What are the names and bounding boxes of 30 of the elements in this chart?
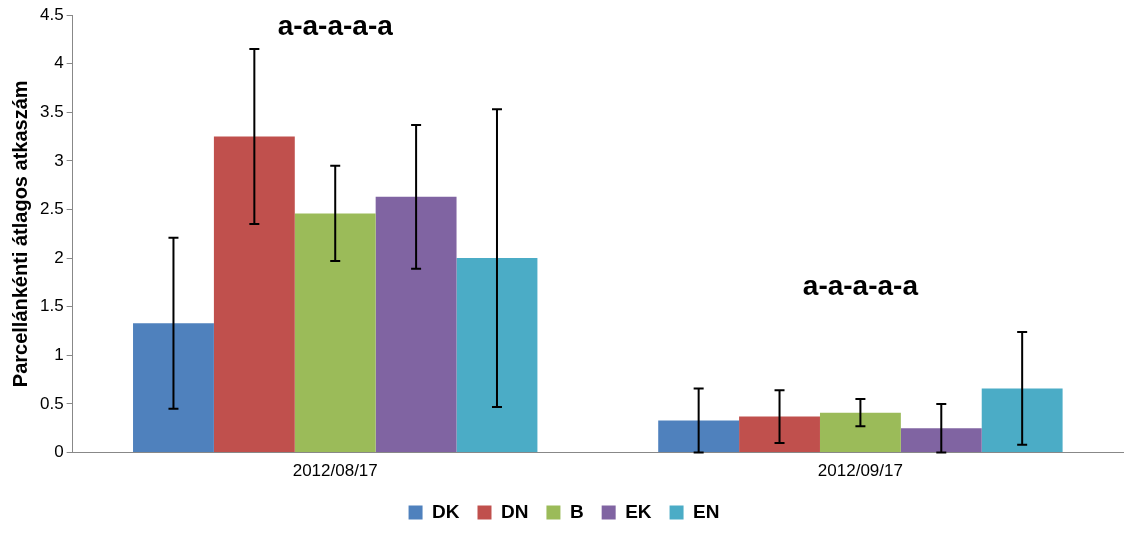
legend-label: EN <box>693 500 720 522</box>
y-tick-label: 3 <box>54 150 64 170</box>
bar <box>375 196 457 453</box>
annotation: a-a-a-a-a <box>277 9 394 41</box>
bar <box>658 420 740 453</box>
y-tick-label: 2.5 <box>39 199 64 219</box>
legend-label: B <box>569 500 584 522</box>
bar <box>456 258 538 453</box>
y-tick-label: 4 <box>54 53 64 73</box>
bar <box>739 416 820 453</box>
y-tick-label: 3.5 <box>39 101 64 121</box>
legend-label: DN <box>501 500 529 522</box>
bar <box>213 136 295 453</box>
bar <box>294 213 376 453</box>
y-tick-label: 1.5 <box>39 296 64 316</box>
y-tick-label: 2 <box>54 247 64 267</box>
y-tick-label: 0.5 <box>39 393 64 413</box>
bar <box>133 323 214 453</box>
y-tick-label: 4.5 <box>39 4 64 24</box>
legend-label: DK <box>432 500 460 522</box>
y-tick-label: 1 <box>54 345 64 365</box>
bar <box>819 412 901 453</box>
bar <box>981 388 1063 453</box>
annotation: a-a-a-a-a <box>802 269 919 301</box>
x-tick-label: 2012/08/17 <box>292 461 378 481</box>
y-axis-title: Parcellánkénti átlagos atkaszám <box>8 80 31 388</box>
y-tick-label: 0 <box>54 442 64 462</box>
legend-label: EK <box>625 500 652 522</box>
x-tick-label: 2012/09/17 <box>817 461 903 481</box>
bar <box>900 428 982 453</box>
